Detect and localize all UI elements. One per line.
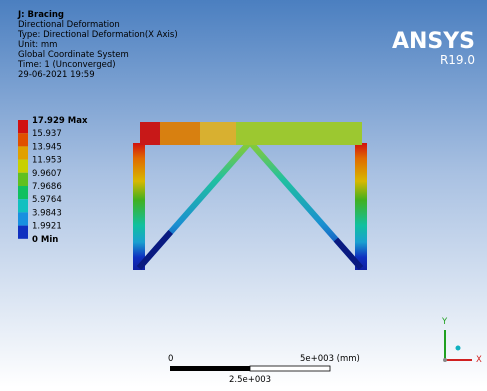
- legend-label: 15.937: [32, 129, 62, 139]
- scale-start: 0: [168, 354, 173, 364]
- legend-swatch: [18, 160, 28, 173]
- right-leg: [355, 143, 367, 270]
- scale-middle: 2.5e+003: [229, 375, 271, 385]
- legend-swatch: [18, 226, 28, 239]
- triad-y: Y: [441, 317, 448, 327]
- legend-label: 9.9607: [32, 169, 62, 179]
- legend-swatch: [18, 173, 28, 186]
- header-title: J: Bracing: [17, 10, 64, 20]
- header-line: Directional Deformation: [18, 20, 120, 30]
- logo-version: R19.0: [440, 53, 475, 67]
- logo-name: ANSYS: [392, 29, 475, 54]
- legend-swatch: [18, 186, 28, 199]
- legend-label: 1.9921: [32, 222, 62, 232]
- legend-label: 17.929 Max: [32, 116, 88, 126]
- legend-label: 0 Min: [32, 235, 58, 245]
- legend-label: 7.9686: [32, 182, 62, 192]
- legend-label: 11.953: [32, 156, 62, 166]
- beam-seg: [140, 122, 160, 145]
- legend-label: 13.945: [32, 142, 62, 152]
- scale-black: [170, 366, 250, 371]
- legend-swatch: [18, 212, 28, 225]
- legend-swatch: [18, 120, 28, 133]
- header-line: 29-06-2021 19:59: [18, 70, 95, 80]
- legend-swatch: [18, 133, 28, 146]
- beam-seg: [200, 122, 236, 145]
- z-axis: [456, 346, 461, 351]
- scale-end: 5e+003 (mm): [300, 354, 360, 364]
- left-leg: [133, 143, 145, 270]
- beam-seg: [236, 122, 362, 145]
- scale-white: [250, 366, 330, 371]
- legend-label: 5.9764: [32, 195, 62, 205]
- legend-swatch: [18, 146, 28, 159]
- origin: [443, 358, 447, 362]
- header-line: Type: Directional Deformation(X Axis): [17, 30, 178, 40]
- viewport: J: Bracing Directional DeformationType: …: [0, 0, 487, 387]
- beam-seg: [160, 122, 200, 145]
- header-line: Global Coordinate System: [18, 50, 129, 60]
- triad-x: X: [476, 355, 482, 365]
- header-line: Time: 1 (Unconverged): [17, 60, 116, 70]
- legend-label: 3.9843: [32, 208, 62, 218]
- header-line: Unit: mm: [18, 40, 57, 50]
- legend-swatch: [18, 199, 28, 212]
